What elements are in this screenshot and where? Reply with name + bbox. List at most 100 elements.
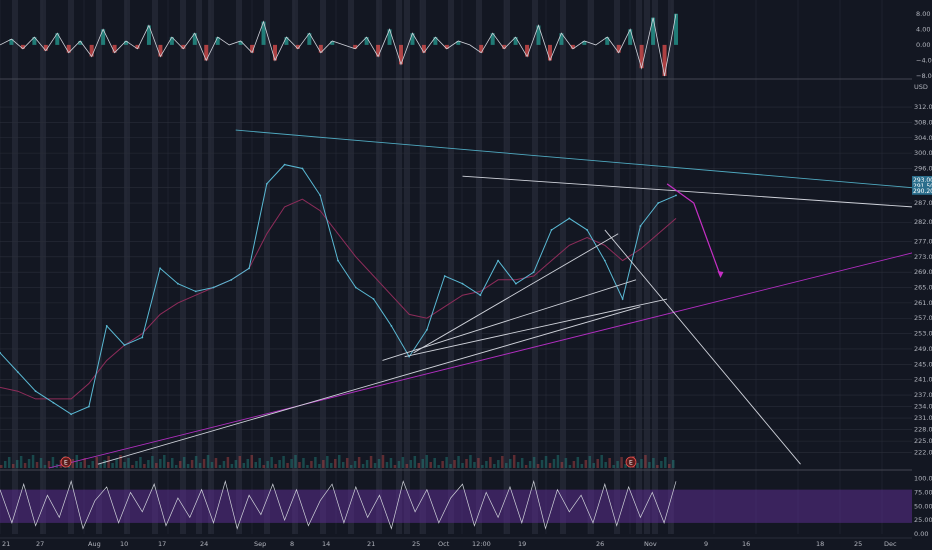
oscillator-bar: [124, 41, 129, 45]
volume-bar: [433, 458, 436, 468]
volume-bar: [548, 463, 552, 468]
oscillator-bar: [238, 41, 243, 45]
volume-bar: [389, 458, 393, 468]
volume-bar: [532, 457, 536, 468]
time-tick-label: Dec: [884, 540, 897, 548]
volume-bar: [178, 461, 182, 468]
price-point: [337, 259, 339, 262]
price-tick-label: 277.00: [914, 237, 932, 245]
price-tick-label: 308.00: [914, 118, 932, 126]
volume-bar: [306, 465, 309, 468]
price-point: [248, 267, 250, 270]
price-point: [194, 290, 197, 293]
volume-bar: [473, 462, 476, 468]
price-tick-label: 300.00: [914, 149, 932, 157]
price-axis[interactable]: USD 8.00 4.00 0.00 −4.00 −8.00 312.00 308.00 3…: [912, 0, 932, 550]
volume-bar: [314, 457, 317, 468]
price-point: [88, 405, 90, 408]
time-tick-label: 18: [816, 540, 824, 548]
stochastic-panel[interactable]: [0, 479, 912, 530]
volume-bar: [365, 460, 369, 468]
price-tick-label: 312.00: [914, 103, 932, 111]
oscillator-bar: [628, 29, 633, 45]
volume-bar: [421, 459, 425, 468]
volume-bar: [501, 456, 504, 468]
trendline: [382, 279, 637, 361]
stochastic-tick-label: 75.00: [914, 488, 932, 496]
volume-bar: [341, 462, 345, 468]
oscillator-bar: [307, 33, 312, 45]
oscillator-bar: [456, 41, 461, 45]
oscillator-bar: [433, 37, 438, 45]
time-axis[interactable]: 21 27 Aug 10 17 24 Sep 8 14 21 25 Oct 12:00 19 26 Nov 9 1…: [0, 537, 912, 548]
stochastic-axis-ticks: 100.00 75.00 50.00 25.00 0.00: [914, 475, 932, 538]
oscillator-bar: [582, 41, 587, 45]
session-bands: [12, 0, 674, 534]
session-band: [124, 0, 130, 534]
volume-bar: [143, 464, 146, 468]
volume-bar: [385, 462, 389, 468]
oscillator-panel[interactable]: [0, 13, 678, 77]
price-tick-label: 273.00: [914, 253, 932, 261]
volume-bar: [270, 457, 273, 468]
projection-arrow[interactable]: [666, 183, 724, 278]
price-tick-label: 304.00: [914, 134, 932, 142]
volume-bar: [437, 465, 440, 468]
volume-bar: [660, 461, 663, 468]
volume-bar: [39, 458, 43, 468]
session-band: [292, 0, 298, 534]
session-band: [636, 0, 642, 534]
volume-bar: [151, 456, 154, 468]
price-point: [52, 401, 55, 404]
price-point: [301, 167, 304, 170]
volume-bar: [377, 459, 381, 468]
oscillator-bar: [674, 13, 678, 45]
price-tick-label: 225.00: [914, 437, 932, 445]
oscillator-bar: [479, 44, 484, 53]
volume-bar: [23, 463, 27, 468]
session-band: [504, 0, 510, 534]
trendline: [404, 298, 668, 358]
time-tick-label: 12:00: [472, 540, 491, 548]
volume-bar: [401, 457, 405, 468]
oscillator-bar: [662, 44, 667, 76]
price-point: [568, 217, 571, 220]
volume-bar: [234, 460, 238, 468]
volume-bar: [103, 460, 106, 468]
volume-bar: [596, 459, 599, 468]
volume-bar: [588, 456, 592, 468]
volume-bar: [43, 465, 47, 468]
time-tick-label: 10: [120, 540, 128, 548]
volume-bar: [294, 455, 297, 468]
volume-bar: [214, 458, 218, 468]
volume-bar: [131, 465, 134, 468]
volume-bar: [19, 456, 23, 468]
price-tick-label: 269.00: [914, 268, 932, 276]
volume-bar: [27, 459, 31, 468]
volume-bar: [174, 465, 178, 468]
price-point: [212, 286, 215, 289]
volume-bar: [71, 459, 75, 468]
volume-bar: [167, 462, 170, 468]
oscillator-tick-label: 8.00: [916, 10, 930, 18]
oscillator-bar: [330, 41, 335, 45]
volume-bar: [564, 458, 568, 468]
oscillator-bar: [66, 44, 71, 53]
session-band: [668, 0, 674, 534]
time-tick-label: Nov: [644, 540, 657, 548]
volume-bar: [481, 465, 484, 468]
oscillator-bar: [284, 37, 289, 45]
price-point: [105, 325, 108, 327]
trendline-drawings[interactable]: [48, 129, 913, 469]
earnings-e-icon: [60, 456, 72, 468]
volume-bar: [429, 462, 432, 468]
volume-bar: [644, 455, 647, 468]
volume-bar: [230, 464, 234, 468]
volume-bar: [616, 461, 619, 468]
price-point: [319, 194, 322, 197]
volume-bar: [417, 463, 421, 468]
